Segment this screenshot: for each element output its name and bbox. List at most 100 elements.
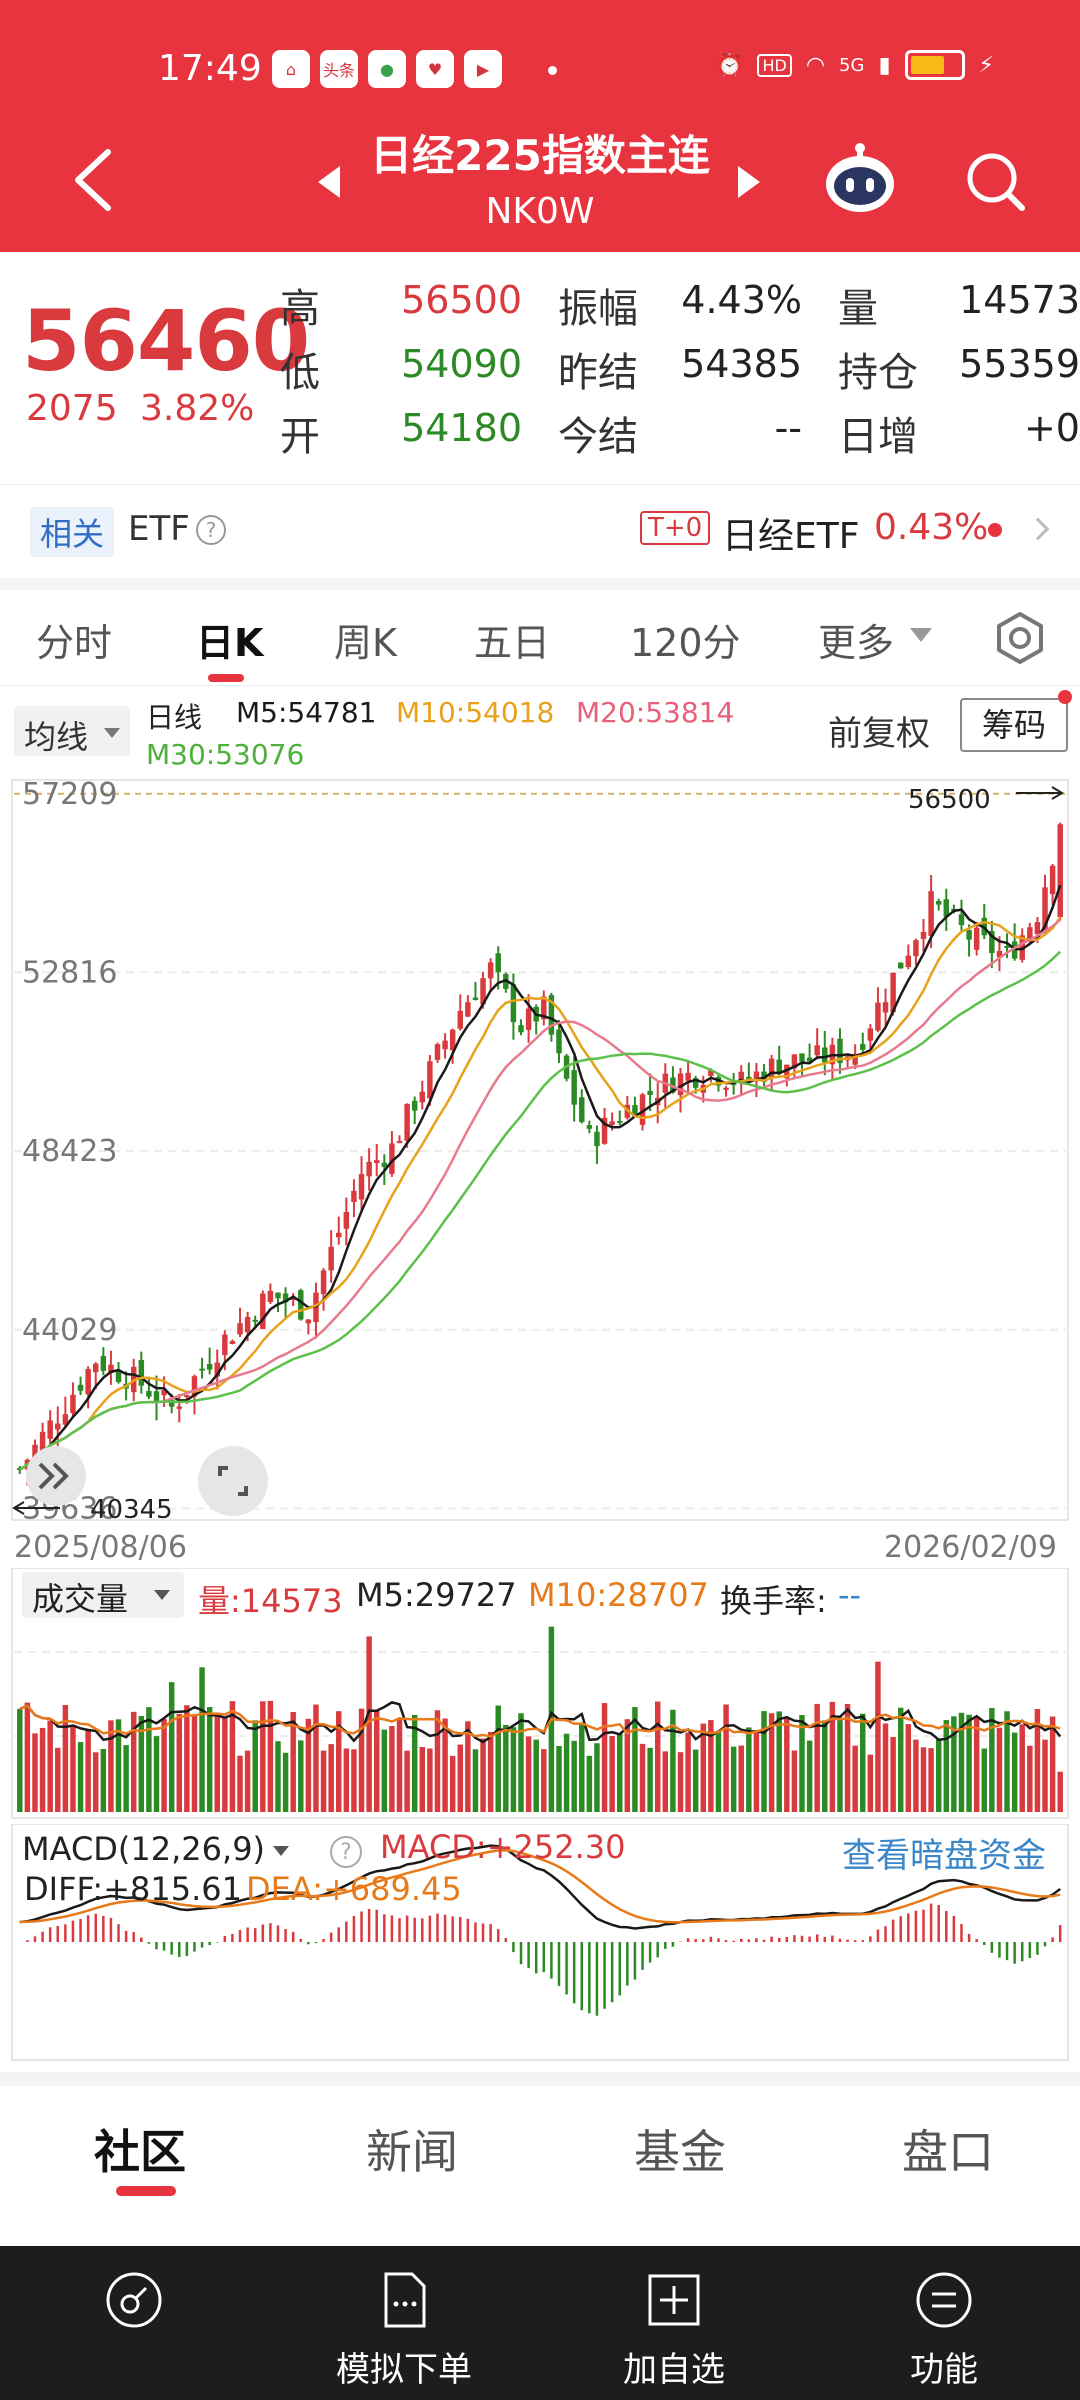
tab-funds[interactable]: 基金 [634,2125,726,2179]
candle-body [875,1002,881,1031]
tab-news[interactable]: 新闻 [366,2125,458,2179]
candle-body [989,931,995,954]
etf-name: 日经ETF [722,516,860,557]
quote-label-amplitude: 振幅 [558,286,638,332]
quote-panel: 56460 2075 3.82% 高 56500 低 54090 开 54180… [0,252,1080,482]
volume-bar [267,1700,274,1812]
candle-body [108,1364,114,1373]
candle-body [776,1059,782,1074]
document-icon [384,2272,426,2328]
volume-bar [753,1732,760,1812]
candle-body [928,891,934,936]
tab-five-day[interactable]: 五日 [474,621,551,665]
ma20-value: M20:53814 [576,696,735,729]
candle-body [723,1087,729,1090]
robot-assistant-icon[interactable] [822,140,898,216]
quote-value-volume: 14573 [959,278,1080,322]
toolbar-simulated-order-button[interactable]: 模拟下单 [314,2246,494,2400]
toolbar-add-watchlist-button[interactable]: 加自选 [584,2246,764,2400]
volume-chart[interactable] [0,1568,1080,1820]
volume-bar [358,1708,365,1812]
header: 17:49 ⌂ 头条 ● ♥ ▶ ⏰ HD ◠ 5G ▮ ⚡ 日经225指数主连… [0,0,1080,252]
indicator-selector[interactable]: 均线 [14,706,130,756]
volume-indicator-selector[interactable]: 成交量 [22,1572,184,1618]
volume-ma10-line [19,1704,1061,1738]
candle-body [343,1211,350,1229]
app-notification-icon: ⌂ [272,50,310,88]
kline-y-tick: 52816 [22,955,117,990]
quote-value-daily-change: +0 [1023,406,1080,450]
candle-body [814,1045,820,1056]
volume-bar [237,1755,243,1812]
candle-body [290,1297,296,1300]
volume-bar [495,1705,501,1812]
volume-bar [108,1720,114,1812]
search-icon[interactable] [962,148,1028,214]
candle-body [1027,927,1033,941]
candle-body [237,1323,243,1335]
candle-body [396,1141,403,1144]
volume-bar [882,1723,889,1812]
tab-intraday[interactable]: 分时 [36,621,113,665]
quote-value-open: 54180 [401,406,522,450]
expand-indicators-button[interactable] [26,1446,86,1506]
volume-bar [343,1748,350,1812]
price-change-pct: 3.82% [140,388,255,429]
kline-grid [14,792,1066,1510]
candle-body [753,1071,760,1082]
macd-histogram [26,1903,1062,2016]
volume-bar [381,1729,388,1812]
bottom-toolbar: 模拟下单 加自选 功能 [0,2246,1080,2400]
candle-body [404,1103,410,1141]
tab-order-book[interactable]: 盘口 [902,2125,994,2179]
volume-bar [176,1713,183,1812]
volume-bar [715,1731,722,1812]
toolbar-functions-button[interactable]: 功能 [854,2246,1034,2400]
macd-help-icon[interactable]: ? [330,1836,362,1868]
app-video-icon: ▶ [464,50,502,88]
tab-community[interactable]: 社区 [94,2125,186,2179]
chevron-down-icon [104,728,120,738]
volume-bar [130,1711,137,1812]
tab-daily-k[interactable]: 日K [196,621,264,665]
wifi-icon: ◠ [805,52,826,78]
next-contract-icon[interactable] [738,166,760,198]
contract-code: NK0W [485,191,595,232]
help-icon[interactable]: ? [196,515,226,545]
tab-weekly-k[interactable]: 周K [334,621,397,665]
volume-bar [290,1711,296,1812]
volume-bar [814,1703,820,1812]
volume-bar [670,1709,676,1812]
volume-bar [480,1738,486,1812]
macd-dea-line [19,1848,1061,1924]
tab-120-minute[interactable]: 120分 [630,621,741,665]
macd-indicator-selector[interactable]: MACD(12,26,9) [22,1830,290,1868]
related-etf-bar[interactable]: 相关 ETF ? T+0 日经ETF 0.43% [0,484,1080,578]
volume-bar [837,1718,843,1812]
macd-chart[interactable] [0,1824,1080,2062]
volume-bar [313,1704,319,1812]
volume-bar [799,1715,805,1812]
volume-bar [928,1748,934,1812]
volume-bar [184,1705,190,1812]
candle-body [282,1293,289,1303]
price-adjust-mode[interactable]: 前复权 [828,714,930,754]
volume-bar [404,1750,410,1812]
toolbar-compass-button[interactable] [44,2246,224,2400]
candle-body [168,1399,175,1407]
chevron-right-icon[interactable] [1026,517,1050,541]
prev-contract-icon[interactable] [318,166,340,198]
fullscreen-button[interactable] [198,1446,268,1516]
chips-button[interactable]: 筹码 [960,698,1068,752]
volume-bar [890,1736,896,1812]
candle-body [411,1100,418,1111]
candle-body [973,927,980,950]
dark-pool-link[interactable]: 查看暗盘资金 [842,1836,1046,1876]
chart-settings-icon[interactable] [992,610,1048,666]
volume-bar [161,1719,167,1812]
tab-more[interactable]: 更多 [818,621,895,665]
back-icon[interactable] [70,148,120,212]
candle-body [47,1420,53,1439]
